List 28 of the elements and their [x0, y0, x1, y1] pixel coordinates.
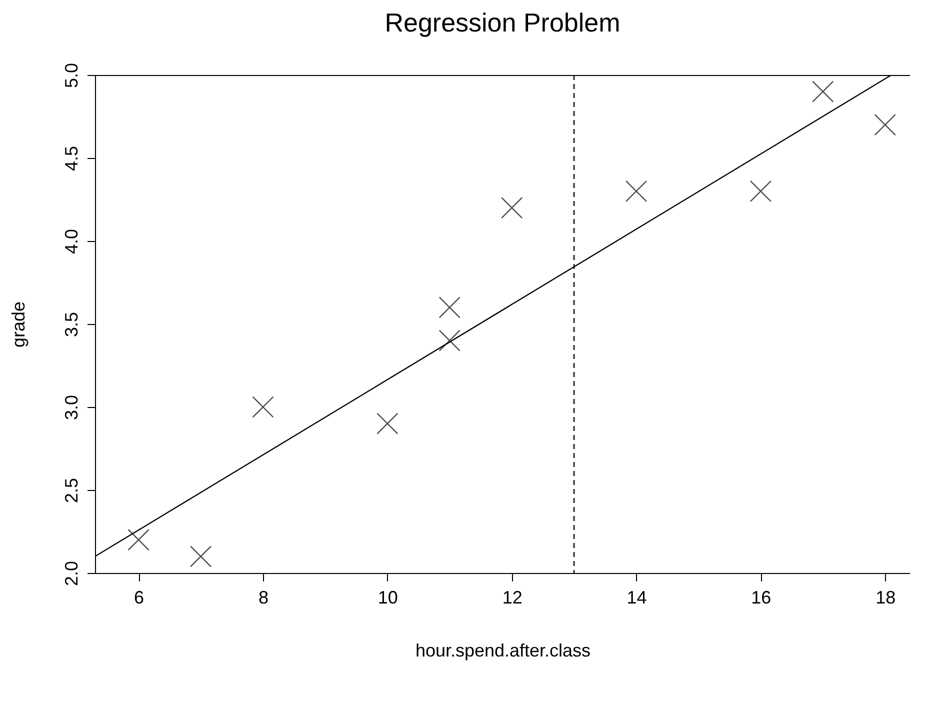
y-tick-label: 3.5: [62, 312, 82, 338]
x-tick-label: 6: [134, 588, 144, 608]
point: [438, 330, 460, 352]
x-tick-label: 10: [378, 588, 398, 608]
x-tick-label: 16: [751, 588, 772, 608]
point: [252, 396, 274, 418]
x-tick-label: 8: [258, 588, 268, 608]
y-tick-label: 5.0: [62, 62, 82, 88]
y-axis-title: grade: [8, 301, 28, 348]
x-tick-label: 14: [626, 588, 647, 608]
x-tick-label: 12: [502, 588, 522, 608]
point: [874, 114, 896, 136]
x-tick-label: 18: [876, 588, 896, 608]
y-tick-label: 4.0: [62, 228, 82, 254]
chart-title: Regression Problem: [384, 7, 620, 38]
y-tick-label: 3.0: [62, 394, 82, 420]
point: [812, 80, 834, 102]
point: [128, 528, 150, 551]
x-axis-title: hour.spend.after.class: [415, 640, 591, 660]
point: [376, 412, 398, 434]
y-tick-label: 2.5: [62, 478, 82, 504]
point: [190, 546, 212, 568]
point: [438, 296, 460, 318]
point: [500, 196, 523, 219]
point: [750, 180, 772, 202]
y-tick-label: 2.0: [62, 560, 82, 586]
point: [625, 180, 648, 202]
y-tick-label: 4.5: [62, 146, 82, 172]
